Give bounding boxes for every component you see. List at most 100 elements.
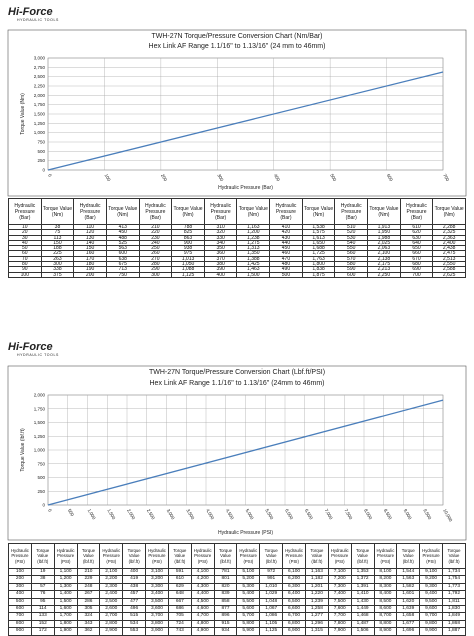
- cell: 95: [30, 597, 55, 607]
- x-tick-label: 3,000: [166, 508, 176, 521]
- cell: 1,677: [396, 619, 421, 629]
- cell: 801: [213, 575, 238, 584]
- y-axis-label: Torque Value (Nm): [20, 93, 26, 135]
- y-tick-label: 1,750: [34, 406, 46, 411]
- x-tick-label: 700: [442, 173, 450, 182]
- cell: 4,700: [190, 612, 215, 621]
- y-tick-label: 2,000: [34, 93, 46, 98]
- cell: 1,048: [259, 597, 284, 607]
- cell: 839: [213, 590, 238, 599]
- chart-frame: [7, 365, 467, 541]
- column-header: Torque Value (Nm): [367, 198, 401, 225]
- x-tick-label: 2,500: [146, 508, 156, 521]
- cell: 1,700: [53, 612, 78, 621]
- cell: 286: [76, 597, 101, 607]
- column-header: Torque Value (lbf.ft): [350, 543, 375, 569]
- cell: 1,900: [53, 627, 78, 636]
- cell: 1,500: [236, 271, 271, 278]
- table-row: 80 300 180 675 280 1,050 380 1,425 480 1,800 580 2,…: [8, 261, 466, 268]
- cell: 1,449: [350, 605, 375, 614]
- y-tick-label: 250: [37, 489, 45, 494]
- cell: 1,811: [442, 597, 466, 607]
- cell: 629: [167, 582, 192, 592]
- y-tick-label: 2,500: [34, 74, 46, 79]
- column-header: Hydraulic Pressure (Bar): [73, 198, 107, 225]
- x-tick-label: 4,500: [225, 508, 235, 521]
- cell: 5,600: [236, 605, 261, 614]
- cell: 500: [269, 271, 303, 278]
- x-tick-label: 1,000: [87, 508, 97, 521]
- column-header: Torque Value (Nm): [301, 198, 336, 225]
- cell: 57: [30, 582, 55, 592]
- cell: 2,500: [99, 597, 124, 607]
- cell: 9,600: [419, 605, 444, 614]
- column-header: Hydraulic Pressure (PSI): [8, 543, 32, 569]
- cell: 1,620: [396, 597, 421, 607]
- cell: 100: [8, 567, 32, 577]
- cell: 200: [73, 271, 107, 278]
- cell: 7,200: [327, 575, 352, 584]
- x-tick-label: 100: [104, 173, 112, 182]
- cell: 743: [167, 627, 192, 636]
- cell: 1,258: [304, 605, 329, 614]
- cell: 781: [213, 567, 238, 577]
- cell: 820: [213, 582, 238, 592]
- cell: 877: [213, 605, 238, 614]
- x-tick-label: 0: [47, 508, 53, 513]
- cell: 4,500: [190, 597, 215, 607]
- cell: 305: [76, 605, 101, 614]
- cell: 1,800: [53, 619, 78, 629]
- chart-title: TWH-27N Torque/Pressure Conversion Chart…: [151, 33, 322, 40]
- table-row: 70 263 170 638 270 1,013 370 1,388 470 1,763 570 2,…: [8, 255, 466, 263]
- column-header: Hydraulic Pressure (Bar): [399, 198, 434, 225]
- chart-frame: [7, 29, 467, 197]
- table-row: 600 114 1,600 305 2,600 496 3,600 686 4,600 877 5,…: [8, 605, 466, 614]
- cell: 1,487: [350, 619, 375, 629]
- cell: 1,875: [301, 271, 336, 278]
- cell: 1,600: [53, 605, 78, 614]
- column-header: Hydraulic Pressure (PSI): [373, 543, 398, 569]
- cell: 2,513: [432, 255, 466, 263]
- cell: 724: [167, 619, 192, 629]
- cell: 8,100: [373, 567, 398, 577]
- cell: 1,658: [396, 612, 421, 621]
- cell: 5,400: [236, 590, 261, 599]
- cell: 3,300: [145, 582, 169, 592]
- column-header: Torque Value (lbf.ft): [76, 543, 101, 569]
- cell: 6,300: [282, 582, 306, 592]
- column-header: Torque Value (lbf.ft): [304, 543, 329, 569]
- cell: 750: [105, 271, 140, 278]
- cell: 1,792: [442, 590, 466, 599]
- cell: 6,400: [282, 590, 306, 599]
- cell: 2,588: [432, 266, 466, 273]
- table-row: 200 38 1,200 229 2,200 419 3,200 610 4,200 801 5,2…: [8, 575, 466, 584]
- y-tick-label: 500: [37, 149, 45, 154]
- cell: 1,201: [304, 582, 329, 592]
- cell: 8,500: [373, 597, 398, 607]
- cell: 4,900: [190, 627, 215, 636]
- cell: 8,600: [373, 605, 398, 614]
- cell: 1,391: [350, 582, 375, 592]
- cell: 1,639: [396, 605, 421, 614]
- cell: 152: [30, 619, 55, 629]
- cell: 6,900: [282, 627, 306, 636]
- cell: 5,900: [236, 627, 261, 636]
- cell: 553: [122, 627, 147, 636]
- cell: 900: [8, 627, 32, 636]
- x-tick-label: 7,000: [324, 508, 334, 521]
- data-line: [47, 399, 444, 506]
- cell: 362: [76, 627, 101, 636]
- cell: 600: [8, 605, 32, 614]
- cell: 7,600: [327, 605, 352, 614]
- cell: 2,325: [432, 229, 466, 236]
- column-header: Torque Value (Nm): [171, 198, 205, 225]
- cell: 1,582: [396, 582, 421, 592]
- column-header: Hydraulic Pressure (Bar): [138, 198, 173, 225]
- cell: 9,300: [419, 582, 444, 592]
- cell: 1,300: [53, 582, 78, 592]
- cell: 1,296: [304, 619, 329, 629]
- cell: 1,067: [259, 605, 284, 614]
- conversion-table: Hydraulic Pressure (Bar) Torque Value (Nm…: [8, 198, 466, 278]
- cell: 2,800: [99, 619, 124, 629]
